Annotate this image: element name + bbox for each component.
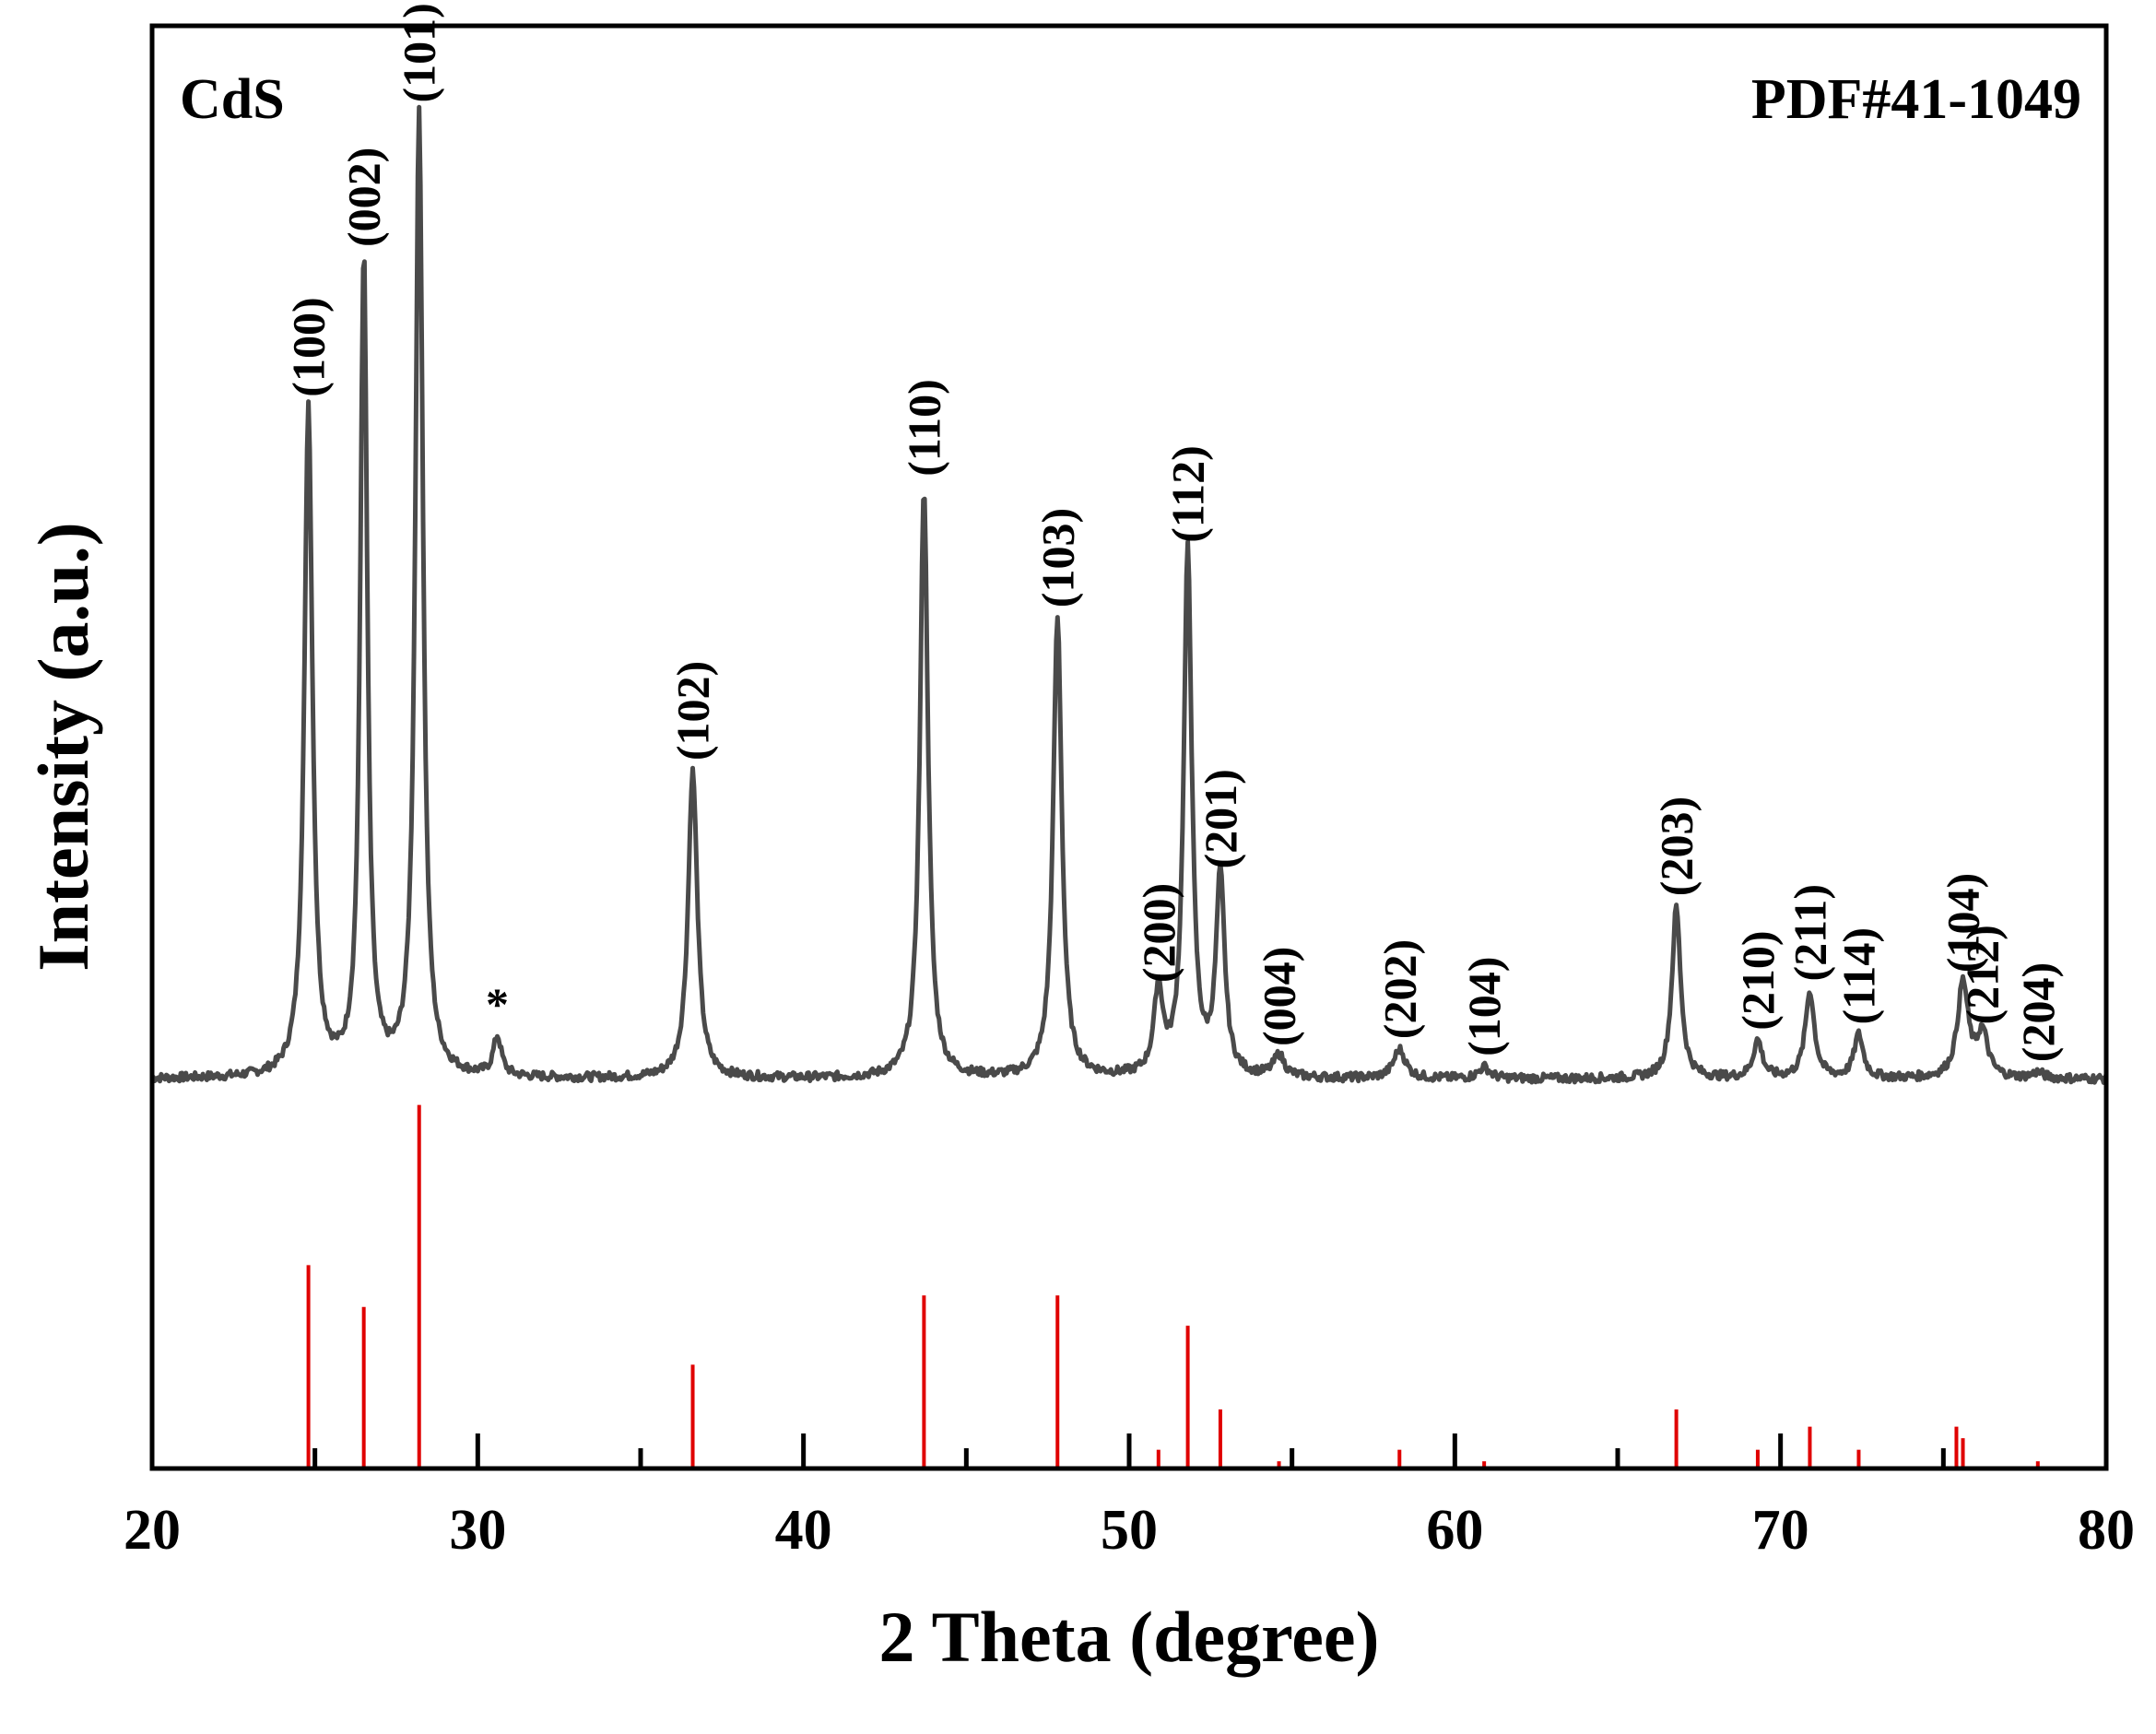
x-ticks: [149, 1433, 2109, 1469]
peak-label: (002): [338, 147, 390, 247]
x-axis-title: 2 Theta (degree): [879, 1597, 1380, 1677]
x-tick-label: 30: [449, 1499, 506, 1562]
y-axis-title: Intensity (a.u.): [23, 522, 103, 972]
x-tick-label: 60: [1426, 1499, 1483, 1562]
peak-label: (103): [1031, 508, 1083, 607]
x-tick-label: 20: [124, 1499, 181, 1562]
reference-lines: [306, 1104, 2040, 1469]
x-tick-label: 40: [775, 1499, 832, 1562]
peak-label: *: [486, 978, 509, 1030]
xrd-pattern-line: [150, 104, 2109, 1085]
peak-label: (201): [1195, 769, 1246, 868]
peak-label: (102): [667, 661, 719, 761]
peak-label: (004): [1254, 947, 1305, 1046]
peak-label: (114): [1833, 927, 1885, 1025]
peak-label: (200): [1133, 883, 1184, 983]
peak-label: (104): [1458, 957, 1510, 1056]
peak-labels: (100)(002)(101) * (102) (110) (103) (200) (112…: [283, 3, 2064, 1062]
peak-label: (101): [394, 3, 445, 102]
peak-label: (202): [1373, 939, 1425, 1039]
x-tick-label: 70: [1752, 1499, 1809, 1562]
peak-label: (210): [1732, 930, 1784, 1030]
x-tick-label: 50: [1101, 1499, 1158, 1562]
peak-label: (112): [1162, 445, 1214, 543]
reference-label: PDF#41-1049: [1751, 68, 2081, 131]
plot-frame: [149, 23, 2109, 1471]
peak-label: (100): [283, 297, 335, 396]
peak-label: (211): [1785, 884, 1836, 982]
xrd-pattern: [150, 104, 2109, 1085]
peak-label: (110): [898, 379, 949, 477]
x-tick-label: 80: [2078, 1499, 2135, 1562]
sample-label: CdS: [180, 68, 285, 131]
peak-label: (204): [2012, 962, 2064, 1062]
peak-label: (104): [1938, 873, 1989, 973]
x-tick-labels: 20 30 40 50 60 70 80: [124, 1499, 2135, 1562]
peak-label: (203): [1651, 796, 1702, 896]
peak-label: (212): [1957, 925, 2009, 1024]
